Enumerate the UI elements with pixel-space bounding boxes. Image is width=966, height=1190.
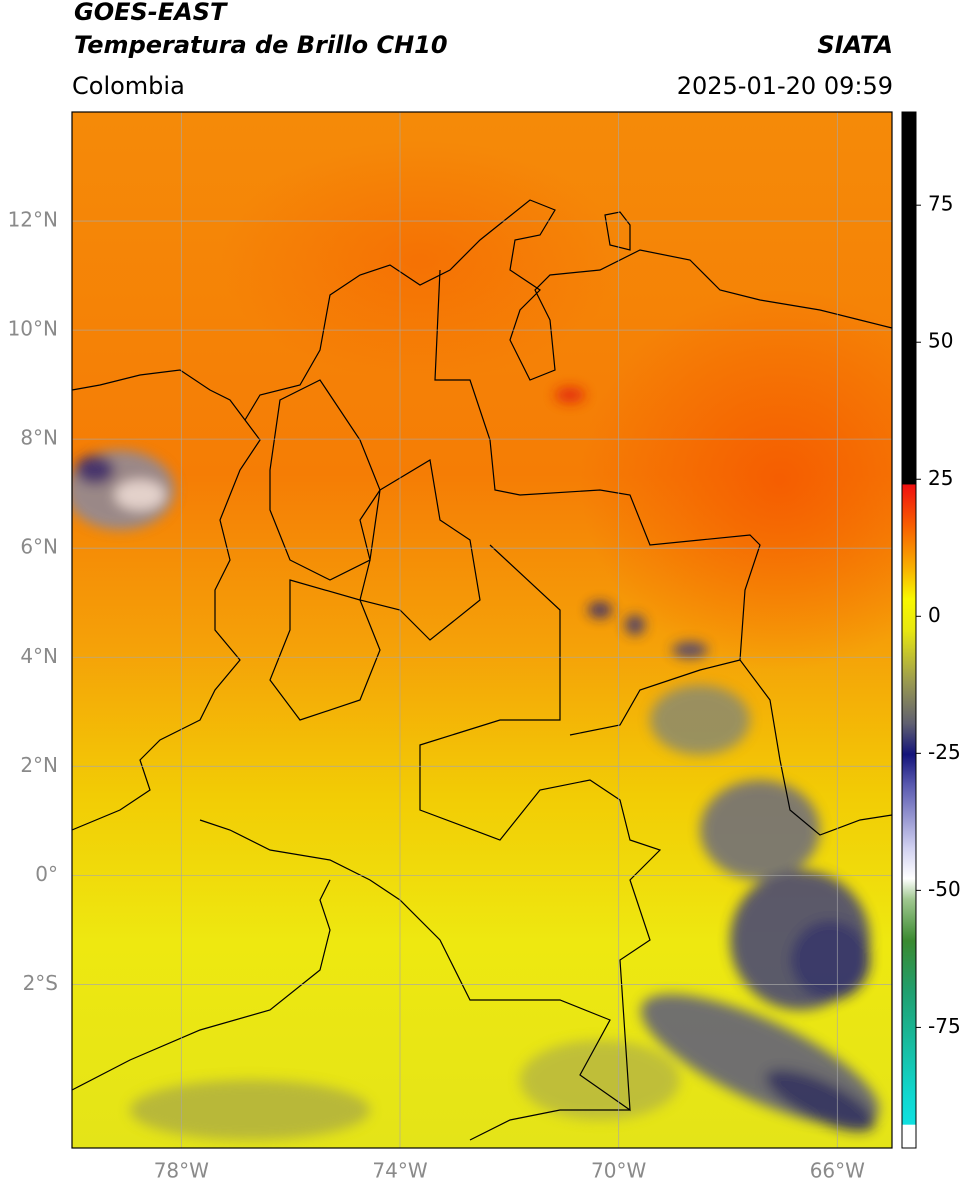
colorbar-tick-label: 25 [928,466,953,490]
title: GOES-EAST [74,0,228,26]
y-tick-label: 6°N [20,535,58,559]
map-frame [71,111,893,1149]
colorbar [901,111,917,1149]
x-tick-label: 74°W [372,1159,427,1183]
y-tick-label: 2°N [20,753,58,777]
graticule [72,112,892,1148]
colorbar-tick-label: -75 [928,1014,961,1038]
source: SIATA [817,31,893,59]
y-tick-label: 0° [35,862,58,886]
x-tick-label: 78°W [154,1159,209,1183]
y-tick-label: 8°N [20,426,58,450]
colorbar-tick-label: 75 [928,192,953,216]
x-tick-label: 70°W [591,1159,646,1183]
colorbar-tick-label: -25 [928,740,961,764]
satellite-image [72,112,892,1148]
region: Colombia [72,72,185,100]
y-tick-label: 2°S [23,971,58,995]
y-tick-label: 12°N [8,208,58,232]
y-tick-label: 10°N [8,317,58,341]
colorbar-tick-label: -50 [928,877,961,901]
subtitle: Temperatura de Brillo CH10 [74,31,448,59]
colorbar-tick-label: 0 [928,603,941,627]
x-tick-label: 66°W [810,1159,865,1183]
colorbar-tick-label: 50 [928,329,953,353]
datetime: 2025-01-20 09:59 [677,72,893,100]
y-tick-label: 4°N [20,644,58,668]
